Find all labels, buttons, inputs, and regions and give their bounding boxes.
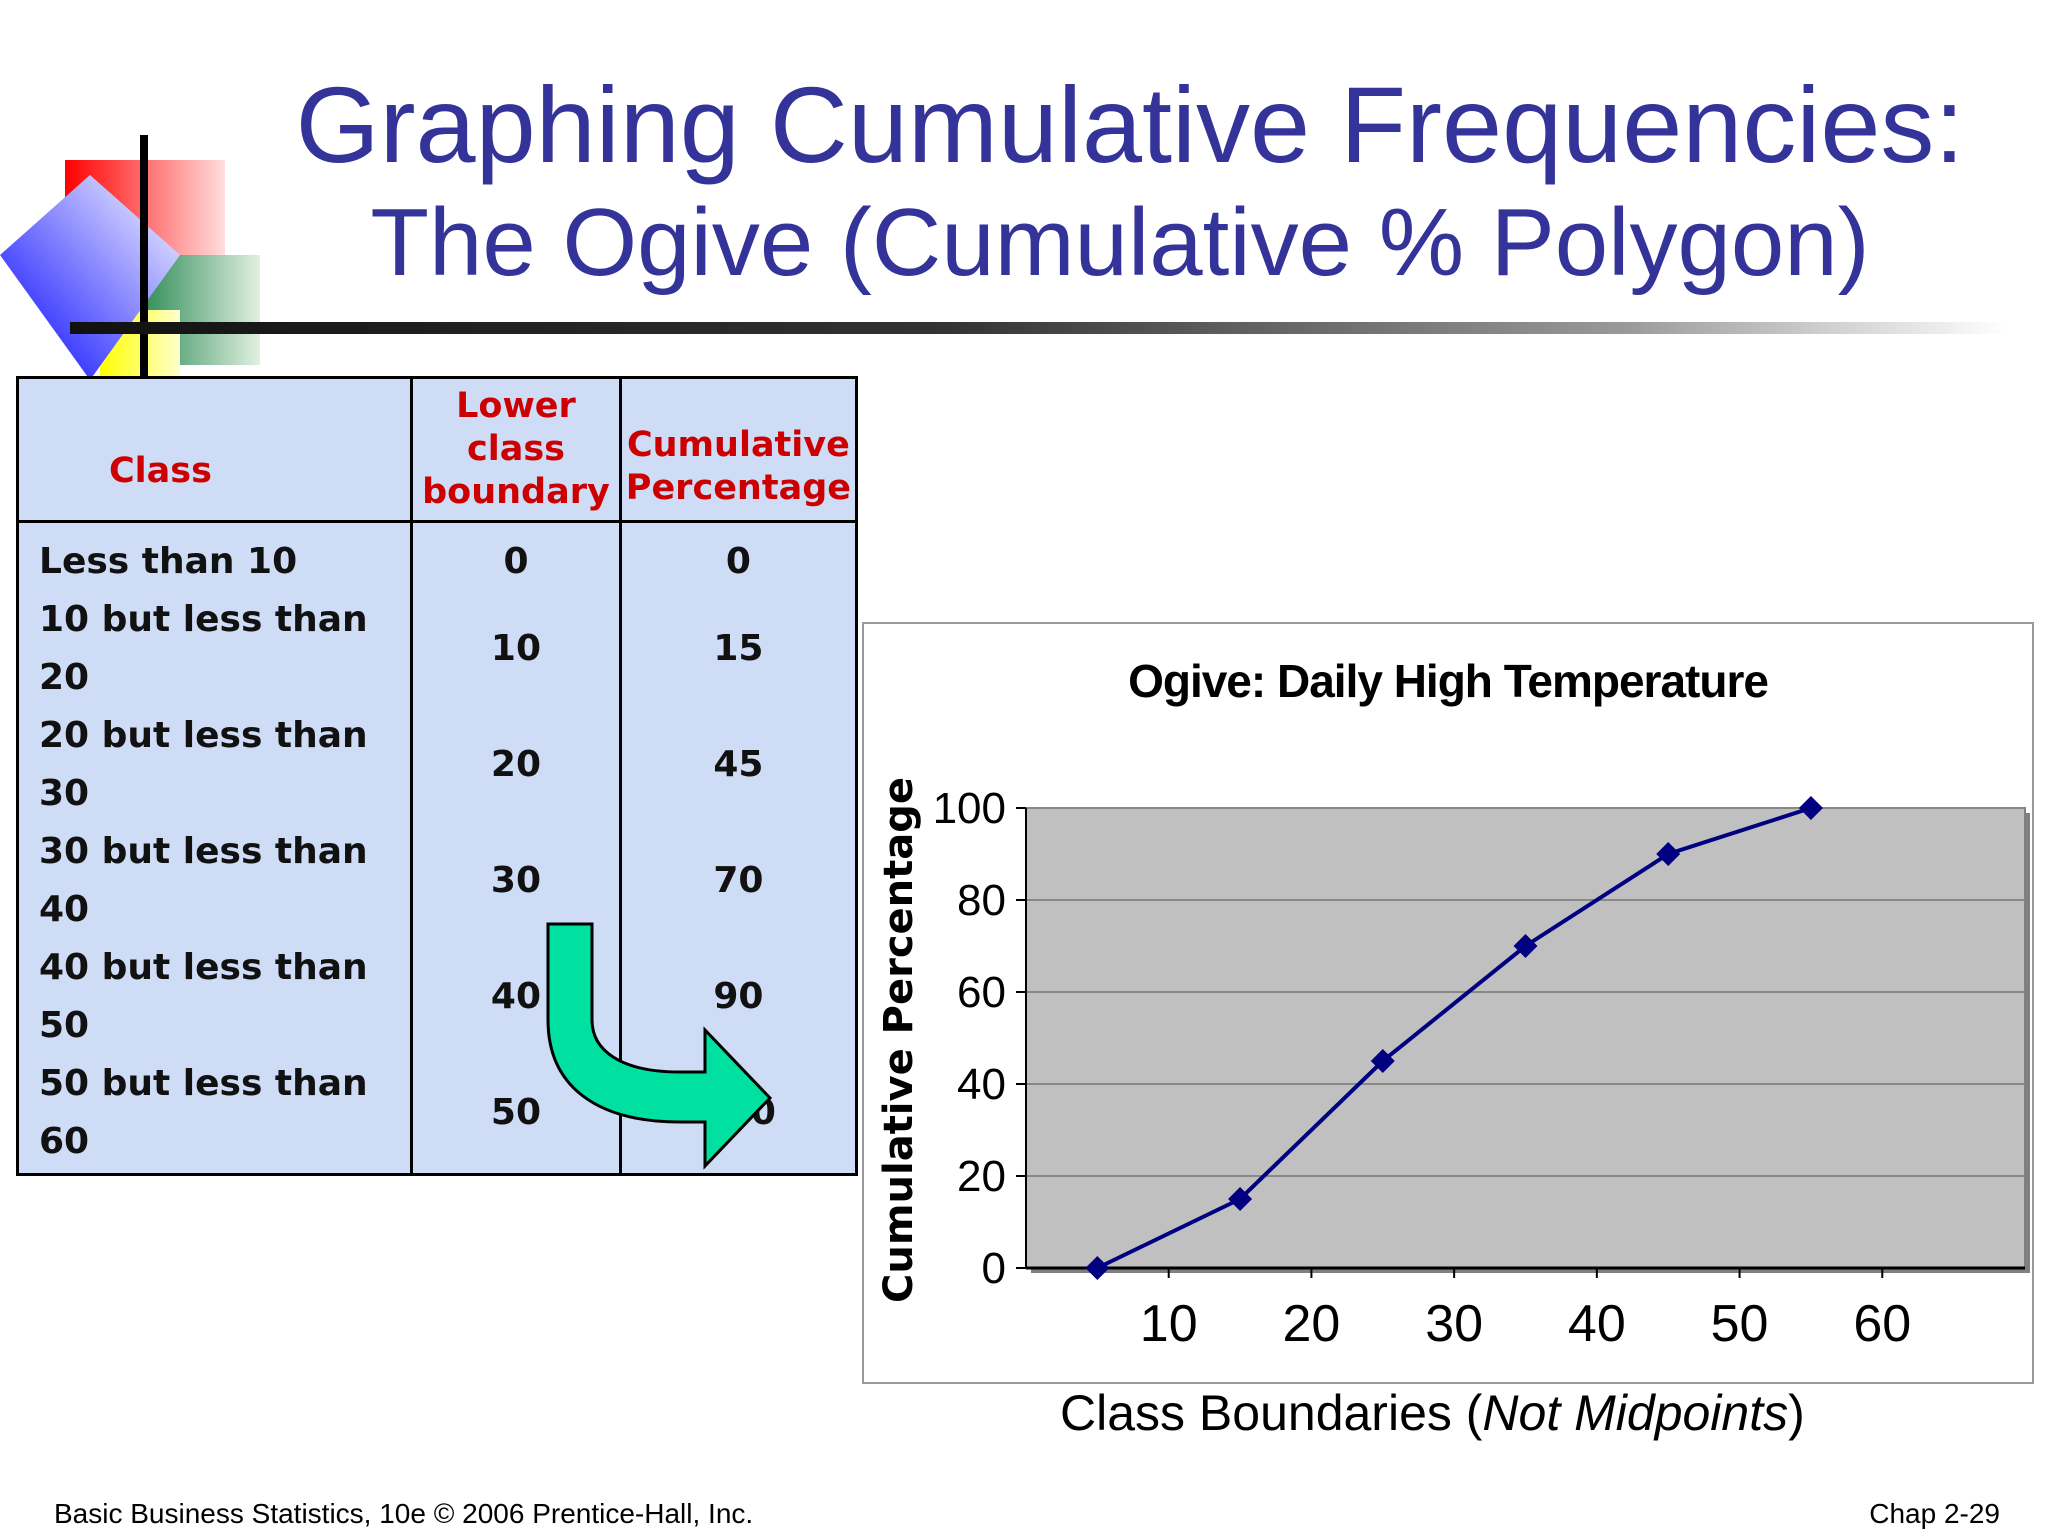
header-class: Class	[15, 376, 414, 523]
y-tick-label: 40	[957, 1060, 1006, 1109]
x-axis-label: Class Boundaries (Not Midpoints)	[1060, 1384, 1805, 1442]
footer-copyright: Basic Business Statistics, 10e © 2006 Pr…	[54, 1498, 754, 1529]
x-tick-label: 10	[1140, 1295, 1198, 1353]
cell-class: 30 but less than 40	[15, 823, 414, 939]
x-tick-label: 20	[1283, 1295, 1341, 1353]
slide-subtitle: The Ogive (Cumulative % Polygon)	[370, 189, 1870, 296]
y-tick-label: 60	[957, 968, 1006, 1017]
cell-boundary: 30	[410, 823, 622, 939]
header-cum-line: Percentage	[625, 467, 851, 508]
data-point	[1513, 934, 1538, 958]
table-row: Less than 10 0 0	[15, 521, 859, 591]
x-tick-label: 30	[1425, 1295, 1483, 1353]
cell-class: 50 but less than 60	[15, 1055, 414, 1176]
cell-cumulative: 0	[618, 521, 859, 591]
footer-page-number: Chap 2-29	[1869, 1498, 2000, 1529]
y-axis-label: Cumulative Percentage	[876, 777, 922, 1303]
data-point	[1798, 796, 1823, 820]
cell-class: 10 but less than 20	[15, 591, 414, 707]
table-row: 30 but less than 40 30 70	[15, 823, 859, 939]
header-lower-line: class	[466, 429, 565, 469]
header-lower-line: Lower	[456, 386, 576, 426]
y-tick-label: 80	[957, 876, 1006, 925]
table-row: 10 but less than 20 10 15	[15, 591, 859, 707]
header-lower-line: boundary	[422, 472, 610, 512]
slide-title: Graphing Cumulative Frequencies:	[295, 64, 1965, 185]
data-point	[1656, 842, 1681, 866]
cell-boundary: 0	[410, 521, 622, 591]
cumulative-frequency-table: Class Lower class boundary Cumulative Pe…	[15, 376, 859, 1176]
table-row: 20 but less than 30 20 45	[15, 707, 859, 823]
header-cumulative-percentage: Cumulative Percentage	[618, 376, 859, 523]
data-point	[1228, 1187, 1253, 1211]
x-tick-label: 50	[1711, 1295, 1769, 1353]
x-axis-label-italic: Not Midpoints	[1482, 1385, 1789, 1441]
cell-cumulative: 90	[618, 939, 859, 1055]
decorative-logo	[0, 135, 270, 380]
chart-title: Ogive: Daily High Temperature	[1128, 655, 1769, 707]
y-tick-label: 100	[933, 784, 1006, 833]
cell-cumulative: 45	[618, 707, 859, 823]
cell-boundary: 10	[410, 591, 622, 707]
x-tick-label: 60	[1853, 1295, 1911, 1353]
cell-class: 20 but less than 30	[15, 707, 414, 823]
cell-cumulative: 15	[618, 591, 859, 707]
y-tick-label: 0	[982, 1244, 1006, 1293]
cell-cumulative: 70	[618, 823, 859, 939]
y-tick-label: 20	[957, 1152, 1006, 1201]
x-axis-label-text: Class Boundaries (	[1060, 1385, 1483, 1441]
x-axis-label-close: )	[1788, 1385, 1805, 1441]
title-divider	[70, 322, 2010, 334]
table-header-row: Class Lower class boundary Cumulative Pe…	[15, 376, 859, 523]
header-cum-line: Cumulative	[626, 424, 850, 465]
x-tick-label: 40	[1568, 1295, 1626, 1353]
cell-class: 40 but less than 50	[15, 939, 414, 1055]
cell-boundary: 20	[410, 707, 622, 823]
data-point	[1370, 1049, 1395, 1073]
series-line	[1096, 806, 1812, 1270]
plot-area	[1025, 807, 2026, 1269]
curved-arrow-icon	[546, 922, 773, 1170]
header-lower-boundary: Lower class boundary	[410, 376, 622, 523]
data-point	[1085, 1256, 1110, 1280]
cell-class: Less than 10	[15, 521, 414, 591]
